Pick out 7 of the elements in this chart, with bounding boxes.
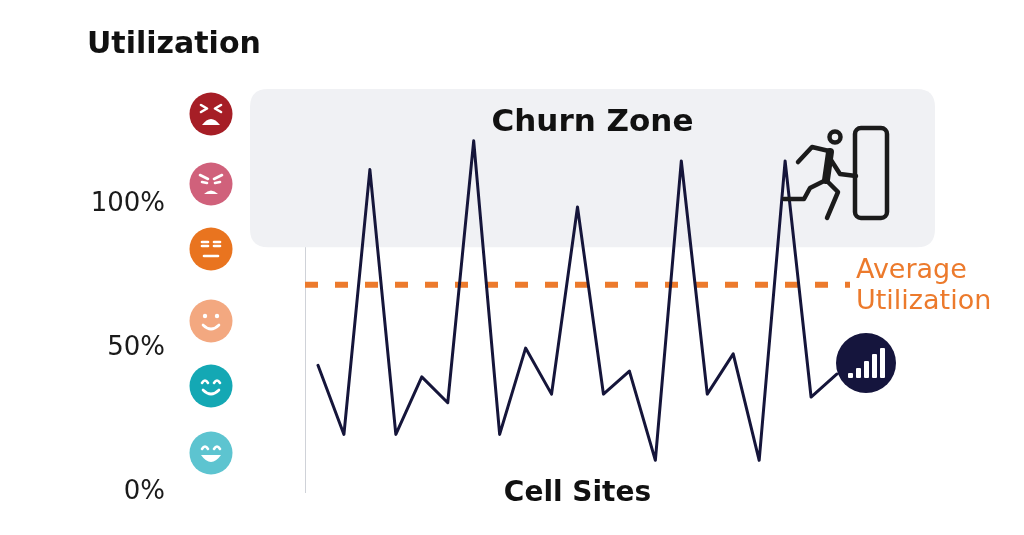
y-tick-label: 0% [123,474,165,505]
ref-line-label: Average Utilization [856,252,992,315]
band-label: Churn Zone [491,102,694,139]
y-tick-label: 100% [90,186,165,217]
x-axis-title: Cell Sites [503,475,652,509]
y-tick-label: 50% [107,330,165,361]
y-axis-title: Utilization [87,25,261,60]
